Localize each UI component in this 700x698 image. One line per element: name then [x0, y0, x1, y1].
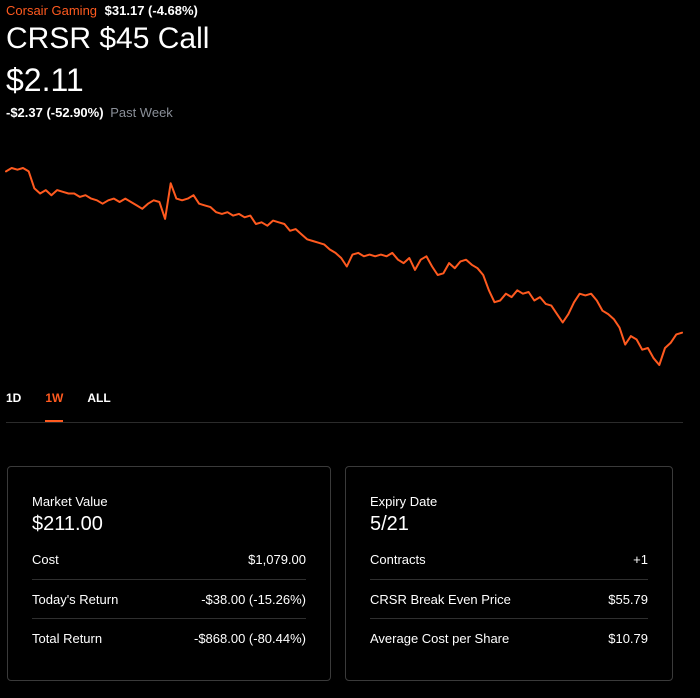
- break-even-label: CRSR Break Even Price: [370, 591, 511, 607]
- break-even-value: $55.79: [608, 591, 648, 607]
- price-series-line: [5, 167, 683, 366]
- total-return-value: -$868.00 (-80.44%): [193, 630, 306, 646]
- time-range-tabs: 1D 1W ALL: [6, 391, 135, 423]
- market-value-card: Market Value $211.00 Cost $1,079.00 Toda…: [7, 466, 331, 681]
- cost-row: Cost $1,079.00: [32, 540, 306, 579]
- tab-1w[interactable]: 1W: [45, 391, 64, 422]
- market-value-label: Market Value: [32, 494, 108, 509]
- todays-return-value: -$38.00 (-15.26%): [201, 591, 306, 607]
- expiry-date-label: Expiry Date: [370, 494, 438, 509]
- option-title: CRSR $45 Call: [6, 22, 210, 55]
- break-even-row: CRSR Break Even Price $55.79: [370, 579, 648, 618]
- option-price: $2.11: [6, 62, 84, 98]
- tab-all[interactable]: ALL: [87, 391, 111, 405]
- average-cost-value: $10.79: [608, 630, 648, 646]
- contracts-row: Contracts +1: [370, 540, 648, 579]
- market-value: $211.00: [32, 513, 103, 535]
- cost-value: $1,079.00: [248, 552, 306, 567]
- total-return-label: Total Return: [32, 630, 103, 646]
- average-cost-label: Average Cost per Share: [370, 630, 510, 646]
- contracts-label: Contracts: [370, 552, 426, 567]
- price-chart[interactable]: [0, 150, 700, 375]
- company-name[interactable]: Corsair Gaming: [6, 3, 98, 18]
- price-change: -$2.37 (-52.90%) Past Week: [6, 105, 173, 120]
- average-cost-row: Average Cost per Share $10.79: [370, 618, 648, 657]
- cost-label: Cost: [32, 552, 59, 567]
- ticker-line: Corsair Gaming $31.17 (-4.68%): [6, 3, 198, 18]
- contracts-value: +1: [633, 552, 648, 567]
- stock-price: $31.17 (-4.68%): [104, 3, 198, 18]
- change-period: Past Week: [110, 105, 173, 120]
- tab-1d[interactable]: 1D: [6, 391, 22, 405]
- total-return-row: Total Return -$868.00 (-80.44%): [32, 618, 306, 657]
- change-value: -$2.37 (-52.90%): [6, 105, 104, 120]
- expiry-date: 5/21: [370, 513, 409, 535]
- todays-return-label: Today's Return: [32, 591, 119, 607]
- tabs-divider: [6, 422, 683, 423]
- expiry-card: Expiry Date 5/21 Contracts +1 CRSR Break…: [345, 466, 673, 681]
- todays-return-row: Today's Return -$38.00 (-15.26%): [32, 579, 306, 618]
